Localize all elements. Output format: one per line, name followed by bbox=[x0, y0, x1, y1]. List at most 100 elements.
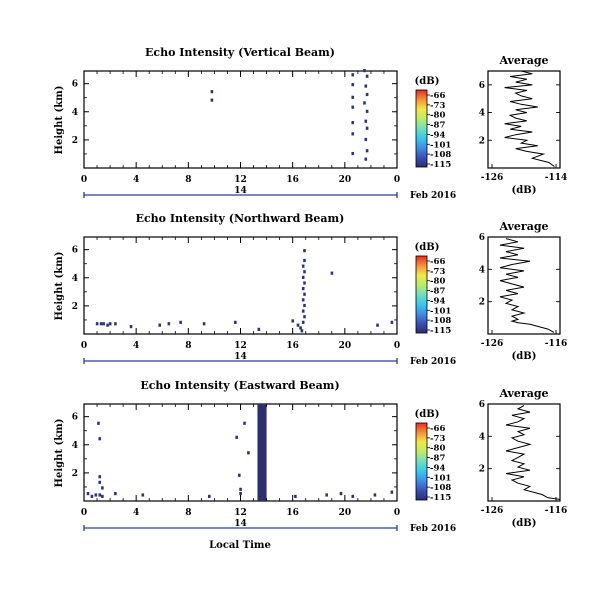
echo-cell bbox=[376, 323, 379, 327]
colorbar-tick-label: -101 bbox=[430, 473, 451, 483]
echo-cell bbox=[98, 475, 102, 479]
echo-cell bbox=[237, 473, 241, 477]
colorbar-unit: (dB) bbox=[415, 409, 440, 420]
x-tick-label: 16 bbox=[286, 508, 299, 518]
echo-cell bbox=[351, 151, 355, 156]
echo-cell bbox=[300, 329, 304, 333]
profile-x-label: (dB) bbox=[512, 185, 537, 196]
x-tick-label: 0 bbox=[81, 508, 87, 518]
echo-cell bbox=[114, 491, 117, 496]
profile-y-tick-label: 2 bbox=[479, 298, 485, 308]
x-axis-title: Local Time bbox=[209, 540, 271, 551]
echo-cell bbox=[202, 322, 206, 326]
colorbar-unit: (dB) bbox=[415, 242, 440, 253]
plot-frame bbox=[83, 403, 398, 502]
y-tick-label: 2 bbox=[72, 469, 78, 479]
date-bar: 14 Feb 2016 bbox=[83, 519, 456, 534]
echo-cell bbox=[301, 264, 305, 268]
echo-cell bbox=[101, 486, 104, 490]
echo-cell bbox=[239, 491, 242, 496]
echo-cell bbox=[108, 322, 112, 326]
y-tick-label: 4 bbox=[72, 274, 78, 284]
echo-cell bbox=[97, 421, 100, 425]
panel-vertical: Echo Intensity (Vertical Beam) Height (k… bbox=[54, 46, 567, 201]
echo-cell bbox=[299, 326, 302, 330]
echo-cell bbox=[351, 494, 355, 498]
profile-frame bbox=[487, 236, 561, 335]
date-label: Feb 2016 bbox=[410, 524, 456, 534]
echo-cell bbox=[301, 287, 305, 291]
colorbar-tick-label: -94 bbox=[430, 296, 445, 306]
date-day: 14 bbox=[234, 519, 247, 529]
echo-cell bbox=[98, 480, 102, 484]
profile-y-tick-label: 6 bbox=[479, 400, 485, 410]
x-tick-label: 4 bbox=[133, 341, 139, 351]
echo-cell bbox=[365, 109, 369, 113]
panel-northward: Echo Intensity (Northward Beam) Height (… bbox=[54, 212, 567, 367]
profile-y-tick-label: 4 bbox=[479, 265, 485, 275]
x-ticks: 0 4 8 12 16 20 0 bbox=[81, 237, 400, 351]
echo-cell bbox=[101, 494, 104, 498]
profile-y-tick-label: 2 bbox=[479, 465, 485, 475]
x-ticks: 0 4 8 12 16 20 0 bbox=[81, 404, 400, 518]
y-axis-label: Height (km) bbox=[54, 86, 65, 155]
x-tick-label: 0 bbox=[81, 175, 87, 185]
profile-plot: Average 6 4 2 -126 -116 (dB) bbox=[479, 387, 568, 529]
profile-line bbox=[505, 405, 561, 500]
profile-plot: Average 6 4 2 -126 -116 (dB) bbox=[479, 220, 568, 362]
echo-cell bbox=[210, 90, 214, 94]
main-plot bbox=[83, 69, 398, 169]
date-day: 14 bbox=[234, 186, 247, 196]
colorbar-tick-label: -66 bbox=[430, 257, 445, 267]
echo-cell bbox=[325, 493, 328, 497]
profile-x-tick-label: -126 bbox=[481, 173, 504, 183]
x-tick-label: 8 bbox=[185, 175, 191, 185]
echo-cell bbox=[363, 101, 366, 105]
echo-cell bbox=[303, 281, 306, 285]
x-tick-label: 12 bbox=[234, 508, 247, 518]
echo-cell bbox=[351, 105, 355, 109]
plot-frame bbox=[83, 236, 398, 335]
x-tick-label: 16 bbox=[286, 341, 299, 351]
x-tick-label: 4 bbox=[133, 175, 139, 185]
colorbar-tick-label: -108 bbox=[430, 483, 451, 493]
echo-cell bbox=[390, 320, 394, 324]
colorbar-tick-label: -87 bbox=[430, 121, 445, 131]
echo-cell bbox=[208, 494, 211, 498]
echo-cell bbox=[158, 323, 162, 327]
echo-cell bbox=[301, 320, 305, 324]
colorbar-tick-label: -108 bbox=[430, 150, 451, 160]
colorbar-tick-label: -101 bbox=[430, 140, 451, 150]
echo-cell bbox=[129, 324, 133, 329]
panel-title: Echo Intensity (Eastward Beam) bbox=[140, 379, 339, 392]
colorbar-tick-label: -115 bbox=[430, 160, 451, 170]
echo-cell bbox=[301, 275, 305, 279]
y-tick-label: 4 bbox=[72, 441, 78, 451]
colorbar-tick-label: -80 bbox=[430, 444, 445, 454]
echo-cell bbox=[114, 322, 117, 326]
echo-cell bbox=[365, 126, 369, 130]
echo-cell bbox=[86, 491, 90, 496]
echo-cell bbox=[339, 491, 343, 496]
colorbar-tick-label: -101 bbox=[430, 306, 451, 316]
x-tick-label: 8 bbox=[185, 508, 191, 518]
echo-cell bbox=[365, 74, 369, 78]
echo-cell bbox=[167, 322, 171, 326]
profile-y-tick-label: 6 bbox=[479, 81, 485, 91]
echo-cell bbox=[235, 435, 238, 439]
x-ticks: 0 4 8 12 16 20 0 bbox=[81, 71, 400, 185]
colorbar-tick-label: -94 bbox=[430, 463, 445, 473]
x-tick-label: 20 bbox=[339, 341, 352, 351]
y-ticks: 6 4 2 bbox=[72, 80, 397, 155]
panel-title: Echo Intensity (Northward Beam) bbox=[136, 212, 345, 225]
x-tick-label: 0 bbox=[81, 341, 87, 351]
echo-cell bbox=[303, 292, 306, 296]
echo-cell bbox=[210, 98, 214, 102]
echo-cell bbox=[243, 421, 246, 425]
y-axis-label: Height (km) bbox=[54, 252, 65, 321]
colorbar-tick-label: -73 bbox=[430, 101, 445, 111]
echo-cell bbox=[90, 494, 94, 498]
echo-cell bbox=[99, 322, 103, 326]
colorbar-tick-label: -108 bbox=[430, 316, 451, 326]
echo-cell bbox=[294, 494, 297, 498]
